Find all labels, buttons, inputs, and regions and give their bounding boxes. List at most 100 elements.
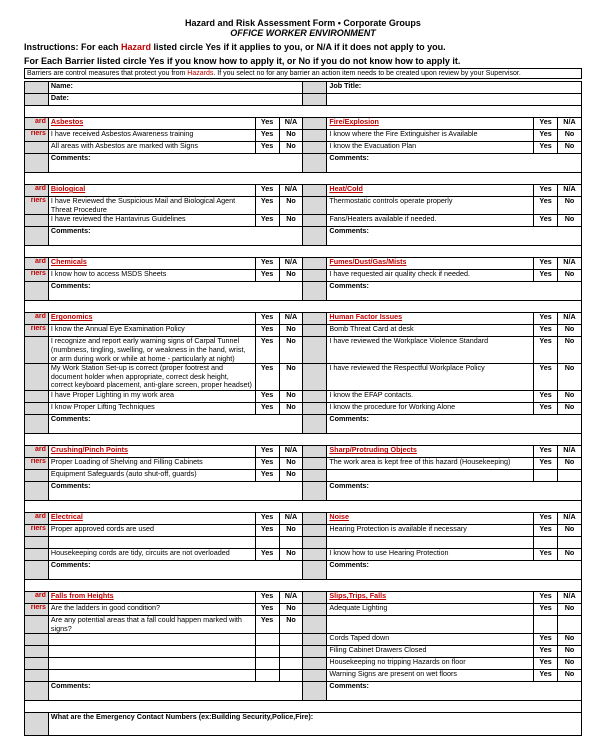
- yes-header: Yes: [534, 258, 558, 270]
- item-right: Thermostatic controls operate properly: [327, 197, 534, 215]
- barrier-tag: riers: [25, 197, 49, 215]
- item-right: [327, 537, 534, 549]
- section-left-title: Electrical: [48, 513, 255, 525]
- hazard-tag: ard: [25, 513, 49, 525]
- assessment-form: Name:Job Title:Date:ardAsbestosYesN/AFir…: [24, 81, 582, 736]
- item-left: All areas with Asbestos are marked with …: [48, 142, 255, 154]
- na-header: N/A: [557, 446, 581, 458]
- na-header: N/A: [279, 513, 303, 525]
- na-header: N/A: [279, 258, 303, 270]
- barrier-tag: riers: [25, 270, 49, 282]
- item-right: Bomb Threat Card at desk: [327, 325, 534, 337]
- na-header: N/A: [279, 118, 303, 130]
- barrier-tag: riers: [25, 325, 49, 337]
- item-left: I have received Asbestos Awareness train…: [48, 130, 255, 142]
- instructions-2: For Each Barrier listed circle Yes if yo…: [24, 56, 582, 66]
- item-right: Cords Taped down: [327, 634, 534, 646]
- item-left: I know the Annual Eye Examination Policy: [48, 325, 255, 337]
- item-left: I have Proper Lighting in my work area: [48, 391, 255, 403]
- comments-left: Comments:: [48, 154, 303, 173]
- barrier-tag: [25, 403, 49, 415]
- section-left-title: Crushing/Pinch Points: [48, 446, 255, 458]
- name-label: Name:: [48, 82, 303, 94]
- section-left-title: Asbestos: [48, 118, 255, 130]
- item-left: Equipment Safeguards (auto shut-off, gua…: [48, 470, 255, 482]
- item-left: [48, 658, 255, 670]
- jobtitle-tag: [303, 82, 327, 94]
- instructions: Instructions: For each Hazard listed cir…: [24, 42, 582, 52]
- yes-header: Yes: [255, 258, 279, 270]
- section-right-title: Fire/Explosion: [327, 118, 534, 130]
- item-right: Hearing Protection is available if neces…: [327, 525, 534, 537]
- yes-header: Yes: [534, 513, 558, 525]
- yes-header: Yes: [255, 118, 279, 130]
- hazard-tag-r: [303, 313, 327, 325]
- item-left: I have Reviewed the Suspicious Mail and …: [48, 197, 255, 215]
- na-header: N/A: [557, 592, 581, 604]
- hazard-tag-r: [303, 513, 327, 525]
- yes-header: Yes: [534, 592, 558, 604]
- item-left: I recognize and report early warning sig…: [48, 337, 255, 364]
- barrier-tag: [25, 337, 49, 364]
- na-header: N/A: [279, 446, 303, 458]
- comments-right: Comments:: [327, 227, 582, 246]
- hazard-tag: ard: [25, 592, 49, 604]
- comments-right: Comments:: [327, 682, 582, 701]
- barrier-tag: [25, 634, 49, 646]
- hazard-tag: ard: [25, 313, 49, 325]
- comments-left: Comments:: [48, 227, 303, 246]
- comments-left: Comments:: [48, 415, 303, 434]
- comments-left: Comments:: [48, 282, 303, 301]
- yes-header: Yes: [255, 513, 279, 525]
- item-right: I know where the Fire Extinguisher is Av…: [327, 130, 534, 142]
- na-header: N/A: [557, 185, 581, 197]
- item-left: Proper approved cords are used: [48, 525, 255, 537]
- yes-header: Yes: [534, 185, 558, 197]
- na-header: N/A: [557, 258, 581, 270]
- item-right: [327, 470, 534, 482]
- barrier-tag: [25, 549, 49, 561]
- yes-header: Yes: [534, 313, 558, 325]
- item-left: Proper Loading of Shelving and Filling C…: [48, 458, 255, 470]
- item-right: I know the procedure for Working Alone: [327, 403, 534, 415]
- barrier-note: Barriers are control measures that prote…: [24, 68, 582, 79]
- barrier-tag: [25, 142, 49, 154]
- na-header: N/A: [279, 592, 303, 604]
- form-page: Hazard and Risk Assessment Form • Corpor…: [0, 0, 600, 730]
- item-left: Are the ladders in good condition?: [48, 604, 255, 616]
- barrier-tag: [25, 616, 49, 634]
- hazard-tag: ard: [25, 118, 49, 130]
- comments-right: Comments:: [327, 482, 582, 501]
- item-right: I have requested air quality check if ne…: [327, 270, 534, 282]
- na-header: N/A: [557, 313, 581, 325]
- item-right: Adequate Lighting: [327, 604, 534, 616]
- item-left: My Work Station Set-up is correct (prope…: [48, 364, 255, 391]
- item-right: [327, 616, 534, 634]
- hazard-tag-r: [303, 258, 327, 270]
- section-right-title: Slips,Trips, Falls: [327, 592, 534, 604]
- item-left: I know how to access MSDS Sheets: [48, 270, 255, 282]
- item-right: I have reviewed the Respectful Workplace…: [327, 364, 534, 391]
- item-right: I know how to use Hearing Protection: [327, 549, 534, 561]
- item-left: Housekeeping cords are tidy, circuits ar…: [48, 549, 255, 561]
- section-right-title: Fumes/Dust/Gas/Mists: [327, 258, 534, 270]
- item-right: I know the EFAP contacts.: [327, 391, 534, 403]
- date-label: Date:: [48, 94, 303, 106]
- na-header: N/A: [279, 185, 303, 197]
- yes-header: Yes: [255, 185, 279, 197]
- item-right: I have reviewed the Workplace Violence S…: [327, 337, 534, 364]
- section-right-title: Sharp/Protruding Objects: [327, 446, 534, 458]
- comments-left: Comments:: [48, 561, 303, 580]
- barrier-tag: riers: [25, 604, 49, 616]
- item-right: Fans/Heaters available if needed.: [327, 215, 534, 227]
- section-right-title: Noise: [327, 513, 534, 525]
- barrier-tag: [25, 670, 49, 682]
- hazard-tag: ard: [25, 446, 49, 458]
- barrier-tag: [25, 646, 49, 658]
- hazard-tag-r: [303, 118, 327, 130]
- item-left: [48, 646, 255, 658]
- barrier-tag: riers: [25, 525, 49, 537]
- barrier-tag: [25, 391, 49, 403]
- yes-header: Yes: [255, 446, 279, 458]
- item-right: Filing Cabinet Drawers Closed: [327, 646, 534, 658]
